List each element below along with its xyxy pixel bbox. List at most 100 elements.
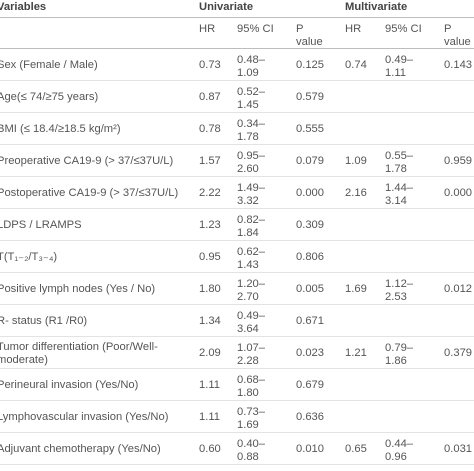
p-value-multi-cell [444, 305, 474, 337]
hr-multi-cell: 0.65 [345, 443, 367, 456]
p-value-cell: 0.079 [296, 155, 324, 168]
p-value-multi-cell [444, 113, 474, 145]
p-value-multi-cell: 0.959 [444, 155, 473, 168]
ci-multi-cell [385, 305, 444, 337]
hr-multi-cell: 1.21 [345, 347, 367, 360]
table-body: Sex (Female / Male) 0.73 0.48– 1.09 0.125 0.7… [0, 49, 474, 465]
p-value-cell: 0.000 [296, 187, 324, 200]
hr-cell: 0.60 [199, 443, 221, 456]
p-value-multi-cell: 0.000 [444, 187, 473, 200]
ci-multi-cell: 1.44– 3.14 [385, 182, 414, 207]
p-value-multi-cell: 0.031 [444, 443, 473, 456]
table-row: T(T₁₋₂/T₃₋₄) 0.95 0.62– 1.43 0.806 [0, 241, 474, 273]
table-row: Positive lymph nodes (Yes / No) 1.80 1.20–… [0, 273, 474, 305]
ci-cell: 0.95– 2.60 [237, 150, 265, 175]
p-value-multi-cell [444, 241, 474, 273]
header-ci-multi: 95% CI [385, 23, 422, 35]
header-univariate: Univariate [199, 1, 254, 13]
ci-cell: 0.62– 1.43 [237, 246, 265, 271]
header-multivariate: Multivariate [345, 1, 408, 13]
hr-cell: 1.11 [199, 379, 220, 392]
variable-cell: Preoperative CA19-9 (> 37/≤37U/L) [0, 155, 174, 168]
hr-cell: 0.87 [199, 91, 221, 104]
header-row-groups: Variables Univariate Multivariate [0, 0, 474, 18]
hr-multi-cell [345, 369, 385, 401]
ci-cell: 0.40– 0.88 [237, 438, 265, 463]
header-variables: Variables [0, 1, 47, 13]
variable-cell: Positive lymph nodes (Yes / No) [0, 283, 156, 296]
hr-multi-cell [345, 305, 385, 337]
variable-cell: Age(≤ 74/≥75 years) [0, 91, 99, 104]
p-value-multi-cell [444, 81, 474, 113]
ci-cell: 0.34– 1.78 [237, 118, 265, 143]
header-hr: HR [199, 23, 216, 35]
table-row: Age(≤ 74/≥75 years) 0.87 0.52– 1.45 0.579 [0, 81, 474, 113]
ci-cell: 0.73– 1.69 [237, 406, 265, 431]
variable-cell: Postoperative CA19-9 (> 37/≤37U/L) [0, 187, 179, 200]
p-value-multi-cell [444, 209, 474, 241]
ci-cell: 0.49– 3.64 [237, 310, 265, 335]
variable-cell: Tumor differentiation (Poor/Well-moderat… [0, 341, 158, 366]
hr-multi-cell: 1.09 [345, 155, 367, 168]
table-row: Adjuvant chemotherapy (Yes/No) 0.60 0.40– 0… [0, 433, 474, 465]
table-row: Perineural invasion (Yes/No) 1.11 0.68– 1.8… [0, 369, 474, 401]
p-value-cell: 0.679 [296, 379, 324, 392]
variable-cell: Sex (Female / Male) [0, 59, 98, 72]
table-row: Preoperative CA19-9 (> 37/≤37U/L) 1.57 0.9… [0, 145, 474, 177]
ci-multi-cell: 1.12– 2.53 [385, 278, 414, 303]
p-value-multi-cell [444, 401, 474, 433]
ci-multi-cell: 0.44– 0.96 [385, 438, 414, 463]
p-value-cell: 0.555 [296, 123, 324, 136]
hr-multi-cell [345, 113, 385, 145]
hr-multi-cell [345, 209, 385, 241]
table-row: BMI (≤ 18.4/≥18.5 kg/m²) 0.78 0.34– 1.78 0.5… [0, 113, 474, 145]
header-ci: 95% CI [237, 23, 274, 35]
table-row: Sex (Female / Male) 0.73 0.48– 1.09 0.125 0.7… [0, 49, 474, 81]
p-value-cell: 0.023 [296, 347, 324, 360]
ci-multi-cell [385, 209, 444, 241]
table-row: R- status (R1 /R0) 1.34 0.49– 3.64 0.671 [0, 305, 474, 337]
table-row: Postoperative CA19-9 (> 37/≤37U/L) 2.22 1.… [0, 177, 474, 209]
ci-multi-cell [385, 369, 444, 401]
p-value-cell: 0.579 [296, 91, 324, 104]
variable-cell: R- status (R1 /R0) [0, 315, 88, 328]
p-value-multi-cell: 0.012 [444, 283, 473, 296]
hr-multi-cell [345, 241, 385, 273]
table-row: Tumor differentiation (Poor/Well-moderat… [0, 337, 474, 369]
ci-multi-cell [385, 113, 444, 145]
hr-cell: 1.11 [199, 411, 220, 424]
hr-multi-cell: 2.16 [345, 187, 367, 200]
variable-cell: BMI (≤ 18.4/≥18.5 kg/m²) [0, 123, 121, 136]
hr-cell: 1.23 [199, 219, 221, 232]
header-hr-multi: HR [345, 23, 362, 35]
ci-cell: 0.82– 1.84 [237, 214, 265, 239]
hr-multi-cell [345, 81, 385, 113]
variable-cell: Perineural invasion (Yes/No) [0, 379, 139, 392]
p-value-multi-cell [444, 369, 474, 401]
ci-cell: 0.68– 1.80 [237, 374, 265, 399]
p-value-cell: 0.636 [296, 411, 324, 424]
ci-multi-cell [385, 241, 444, 273]
p-value-multi-cell: 0.143 [444, 59, 473, 72]
p-value-multi-cell: 0.379 [444, 347, 473, 360]
ci-cell: 0.48– 1.09 [237, 54, 265, 79]
hr-multi-cell: 0.74 [345, 59, 367, 72]
ci-cell: 1.07– 2.28 [237, 342, 265, 367]
ci-cell: 1.20– 2.70 [237, 278, 265, 303]
p-value-cell: 0.309 [296, 219, 324, 232]
ci-multi-cell [385, 401, 444, 433]
hr-cell: 1.34 [199, 315, 221, 328]
table-row: LDPS / LRAMPS 1.23 0.82– 1.84 0.309 [0, 209, 474, 241]
ci-multi-cell: 0.49– 1.11 [385, 54, 414, 79]
variable-cell: T(T₁₋₂/T₃₋₄) [0, 251, 58, 264]
variable-cell: LDPS / LRAMPS [0, 219, 82, 232]
hr-cell: 2.22 [199, 187, 221, 200]
hr-multi-cell [345, 401, 385, 433]
table-row: Lymphovascular invasion (Yes/No) 1.11 0.73… [0, 401, 474, 433]
hr-cell: 1.57 [199, 155, 221, 168]
p-value-cell: 0.125 [296, 59, 324, 72]
hr-cell: 2.09 [199, 347, 221, 360]
